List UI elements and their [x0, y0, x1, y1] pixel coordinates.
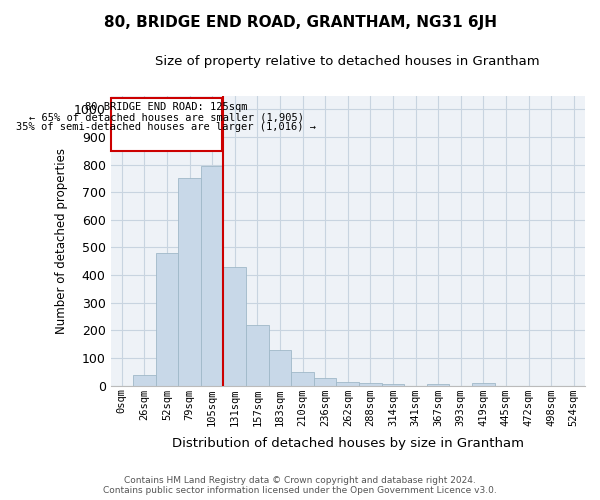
Text: Contains HM Land Registry data © Crown copyright and database right 2024.
Contai: Contains HM Land Registry data © Crown c… — [103, 476, 497, 495]
Bar — [291, 372, 314, 386]
Bar — [314, 378, 337, 386]
Text: ← 65% of detached houses are smaller (1,905): ← 65% of detached houses are smaller (1,… — [29, 112, 304, 122]
Bar — [133, 374, 156, 386]
Bar — [427, 384, 449, 386]
Bar — [269, 350, 291, 386]
Bar — [246, 325, 269, 386]
Bar — [472, 384, 494, 386]
Bar — [337, 382, 359, 386]
Text: 80 BRIDGE END ROAD: 125sqm: 80 BRIDGE END ROAD: 125sqm — [85, 102, 247, 113]
Bar — [178, 178, 201, 386]
Title: Size of property relative to detached houses in Grantham: Size of property relative to detached ho… — [155, 55, 540, 68]
Bar — [382, 384, 404, 386]
Y-axis label: Number of detached properties: Number of detached properties — [55, 148, 68, 334]
Text: 35% of semi-detached houses are larger (1,016) →: 35% of semi-detached houses are larger (… — [16, 122, 316, 132]
X-axis label: Distribution of detached houses by size in Grantham: Distribution of detached houses by size … — [172, 437, 524, 450]
FancyBboxPatch shape — [110, 98, 221, 152]
Bar — [156, 253, 178, 386]
Text: 80, BRIDGE END ROAD, GRANTHAM, NG31 6JH: 80, BRIDGE END ROAD, GRANTHAM, NG31 6JH — [104, 15, 497, 30]
Bar — [201, 166, 223, 386]
Bar — [359, 384, 382, 386]
Bar — [223, 267, 246, 386]
